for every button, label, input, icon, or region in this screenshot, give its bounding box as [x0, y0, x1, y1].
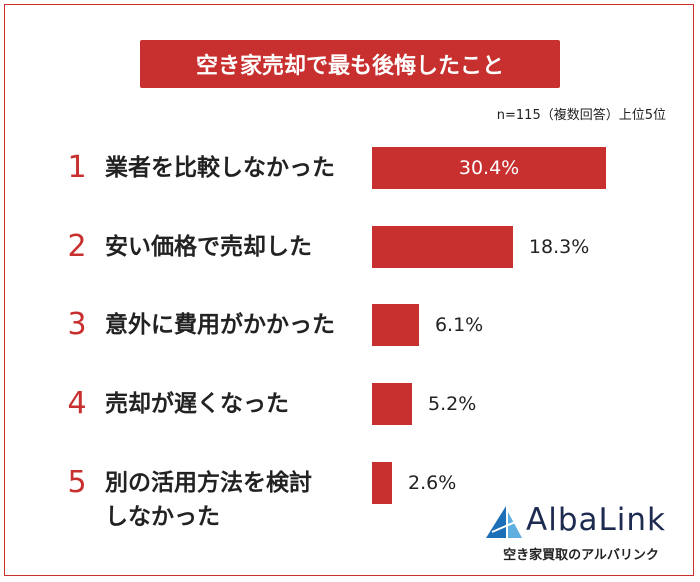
value-label: 5.2%	[428, 393, 477, 415]
value-label: 30.4%	[458, 157, 520, 179]
bar	[372, 304, 419, 346]
logo-stripe	[491, 519, 521, 533]
chart-subtitle: n=115（複数回答）上位5位	[496, 108, 666, 123]
value-label: 18.3%	[528, 236, 590, 258]
chart-title: 空き家売却で最も後悔したこと	[140, 40, 560, 88]
category-label: 売却が遅くなった	[105, 391, 289, 417]
category-label: 別の活用方法を検討 しなかった	[105, 470, 312, 530]
rank-number: 2	[67, 229, 87, 264]
bar	[372, 226, 513, 268]
rank-number: 3	[67, 307, 87, 342]
logo-name: AlbaLink	[526, 502, 666, 538]
bar	[372, 462, 393, 504]
rank-number: 1	[67, 150, 87, 185]
logo-tagline: 空き家買取のアルバリンク	[503, 548, 659, 563]
category-label: 安い価格で売却した	[105, 234, 312, 260]
logo-shape	[508, 512, 522, 538]
bar	[372, 383, 413, 425]
rank-number: 4	[67, 386, 87, 421]
logo-icon	[486, 506, 522, 538]
category-label: 意外に費用がかかった	[105, 312, 335, 338]
logo-shape	[486, 506, 506, 538]
value-label: 6.1%	[434, 314, 484, 336]
rank-number: 5	[67, 465, 87, 500]
value-label: 2.6%	[408, 472, 457, 494]
frame	[4, 4, 694, 576]
category-label: 業者を比較しなかった	[105, 155, 335, 181]
bar	[372, 147, 607, 189]
